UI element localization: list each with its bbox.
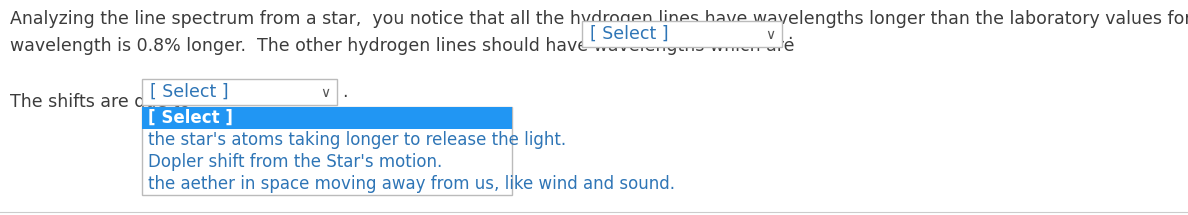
- Text: [ Select ]: [ Select ]: [150, 83, 228, 101]
- Text: the aether in space moving away from us, like wind and sound.: the aether in space moving away from us,…: [148, 175, 675, 193]
- FancyBboxPatch shape: [143, 79, 337, 105]
- Text: .: .: [786, 25, 792, 43]
- Text: The shifts are due to: The shifts are due to: [10, 93, 190, 111]
- FancyBboxPatch shape: [143, 107, 512, 129]
- Text: ∨: ∨: [765, 28, 775, 42]
- Text: [ Select ]: [ Select ]: [590, 25, 669, 43]
- Text: Analyzing the line spectrum from a star,  you notice that all the hydrogen lines: Analyzing the line spectrum from a star,…: [10, 10, 1188, 28]
- Text: .: .: [342, 83, 348, 101]
- Text: Dopler shift from the Star's motion.: Dopler shift from the Star's motion.: [148, 153, 442, 171]
- FancyBboxPatch shape: [582, 21, 782, 47]
- Text: ∨: ∨: [320, 86, 330, 100]
- Text: [ Select ]: [ Select ]: [148, 109, 233, 127]
- Text: wavelength is 0.8% longer.  The other hydrogen lines should have wavelengths whi: wavelength is 0.8% longer. The other hyd…: [10, 37, 795, 55]
- FancyBboxPatch shape: [143, 107, 512, 195]
- Text: the star's atoms taking longer to release the light.: the star's atoms taking longer to releas…: [148, 131, 567, 149]
